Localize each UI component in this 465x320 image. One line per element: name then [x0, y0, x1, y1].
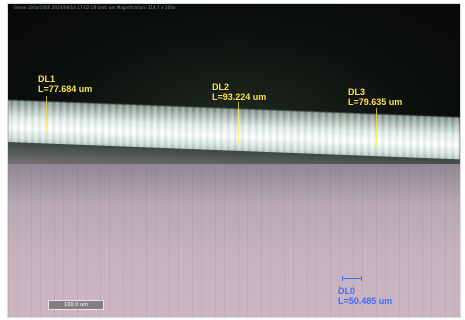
microscope-header: Gerve 100x/100X 2024/08/14 17:02:18 Unit… — [14, 5, 176, 10]
micrograph-frame: Gerve 100x/100X 2024/08/14 17:02:18 Unit… — [7, 3, 461, 318]
dl3-marker-line — [376, 108, 377, 146]
measurement-dl3: DL3 L=79.635 um — [348, 87, 402, 107]
measurement-dl1: DL1 L=77.684 um — [38, 74, 92, 94]
scale-bar: 100.0 um — [48, 300, 104, 310]
measurement-dl2: DL2 L=93.224 um — [212, 82, 266, 102]
measurement-value: L=79.635 um — [348, 97, 403, 107]
dl1-marker-line — [46, 96, 47, 132]
dl2-marker-line — [238, 102, 239, 144]
dl0-reference-tick — [342, 276, 362, 281]
measurement-dl0: DL0 L=50.485 um — [338, 286, 392, 306]
measurement-label: DL2 — [212, 82, 230, 92]
measurement-label: DL1 — [38, 74, 56, 84]
substrate-region — [8, 164, 460, 317]
measurement-label: DL3 — [348, 87, 366, 97]
measurement-value: L=93.224 um — [212, 92, 267, 102]
measurement-value: L=77.684 um — [38, 84, 93, 94]
measurement-label: DL0 — [338, 286, 356, 296]
measurement-value: L=50.485 um — [338, 296, 393, 306]
